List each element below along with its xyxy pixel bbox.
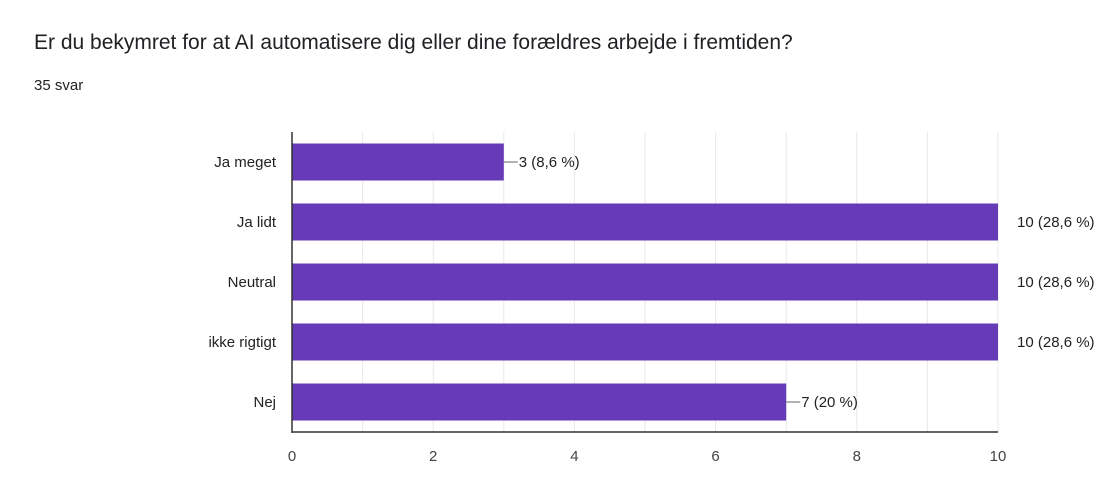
x-tick-label: 0	[288, 448, 296, 465]
data-label: 10 (28,6 %)	[1017, 274, 1095, 291]
data-label: 3 (8,6 %)	[519, 154, 580, 171]
category-label: Ja meget	[214, 154, 277, 171]
bar	[292, 323, 998, 361]
response-count: 35 svar	[34, 77, 84, 94]
x-tick-label: 6	[711, 448, 719, 465]
x-tick-label: 2	[429, 448, 437, 465]
x-tick-label: 10	[990, 448, 1007, 465]
x-tick-label: 4	[570, 448, 578, 465]
bar	[292, 143, 504, 181]
bar	[292, 383, 787, 421]
data-label: 10 (28,6 %)	[1017, 214, 1095, 231]
axes	[291, 132, 998, 433]
bars	[292, 143, 998, 421]
category-label: Ja lidt	[237, 214, 277, 231]
labels: 0 2 4 6 8 10 Ja meget 3 (8,6 %) Ja lidt 10 (28,6 …	[208, 154, 1094, 465]
bar	[292, 203, 998, 241]
category-label: Neutral	[228, 274, 276, 291]
category-label: ikke rigtigt	[208, 334, 276, 351]
question-title: Er du bekymret for at AI automatisere di…	[34, 31, 793, 54]
data-label: 7 (20 %)	[801, 394, 858, 411]
bar	[292, 263, 998, 301]
data-label: 10 (28,6 %)	[1017, 334, 1095, 351]
x-tick-label: 8	[853, 448, 861, 465]
category-label: Nej	[253, 394, 276, 411]
